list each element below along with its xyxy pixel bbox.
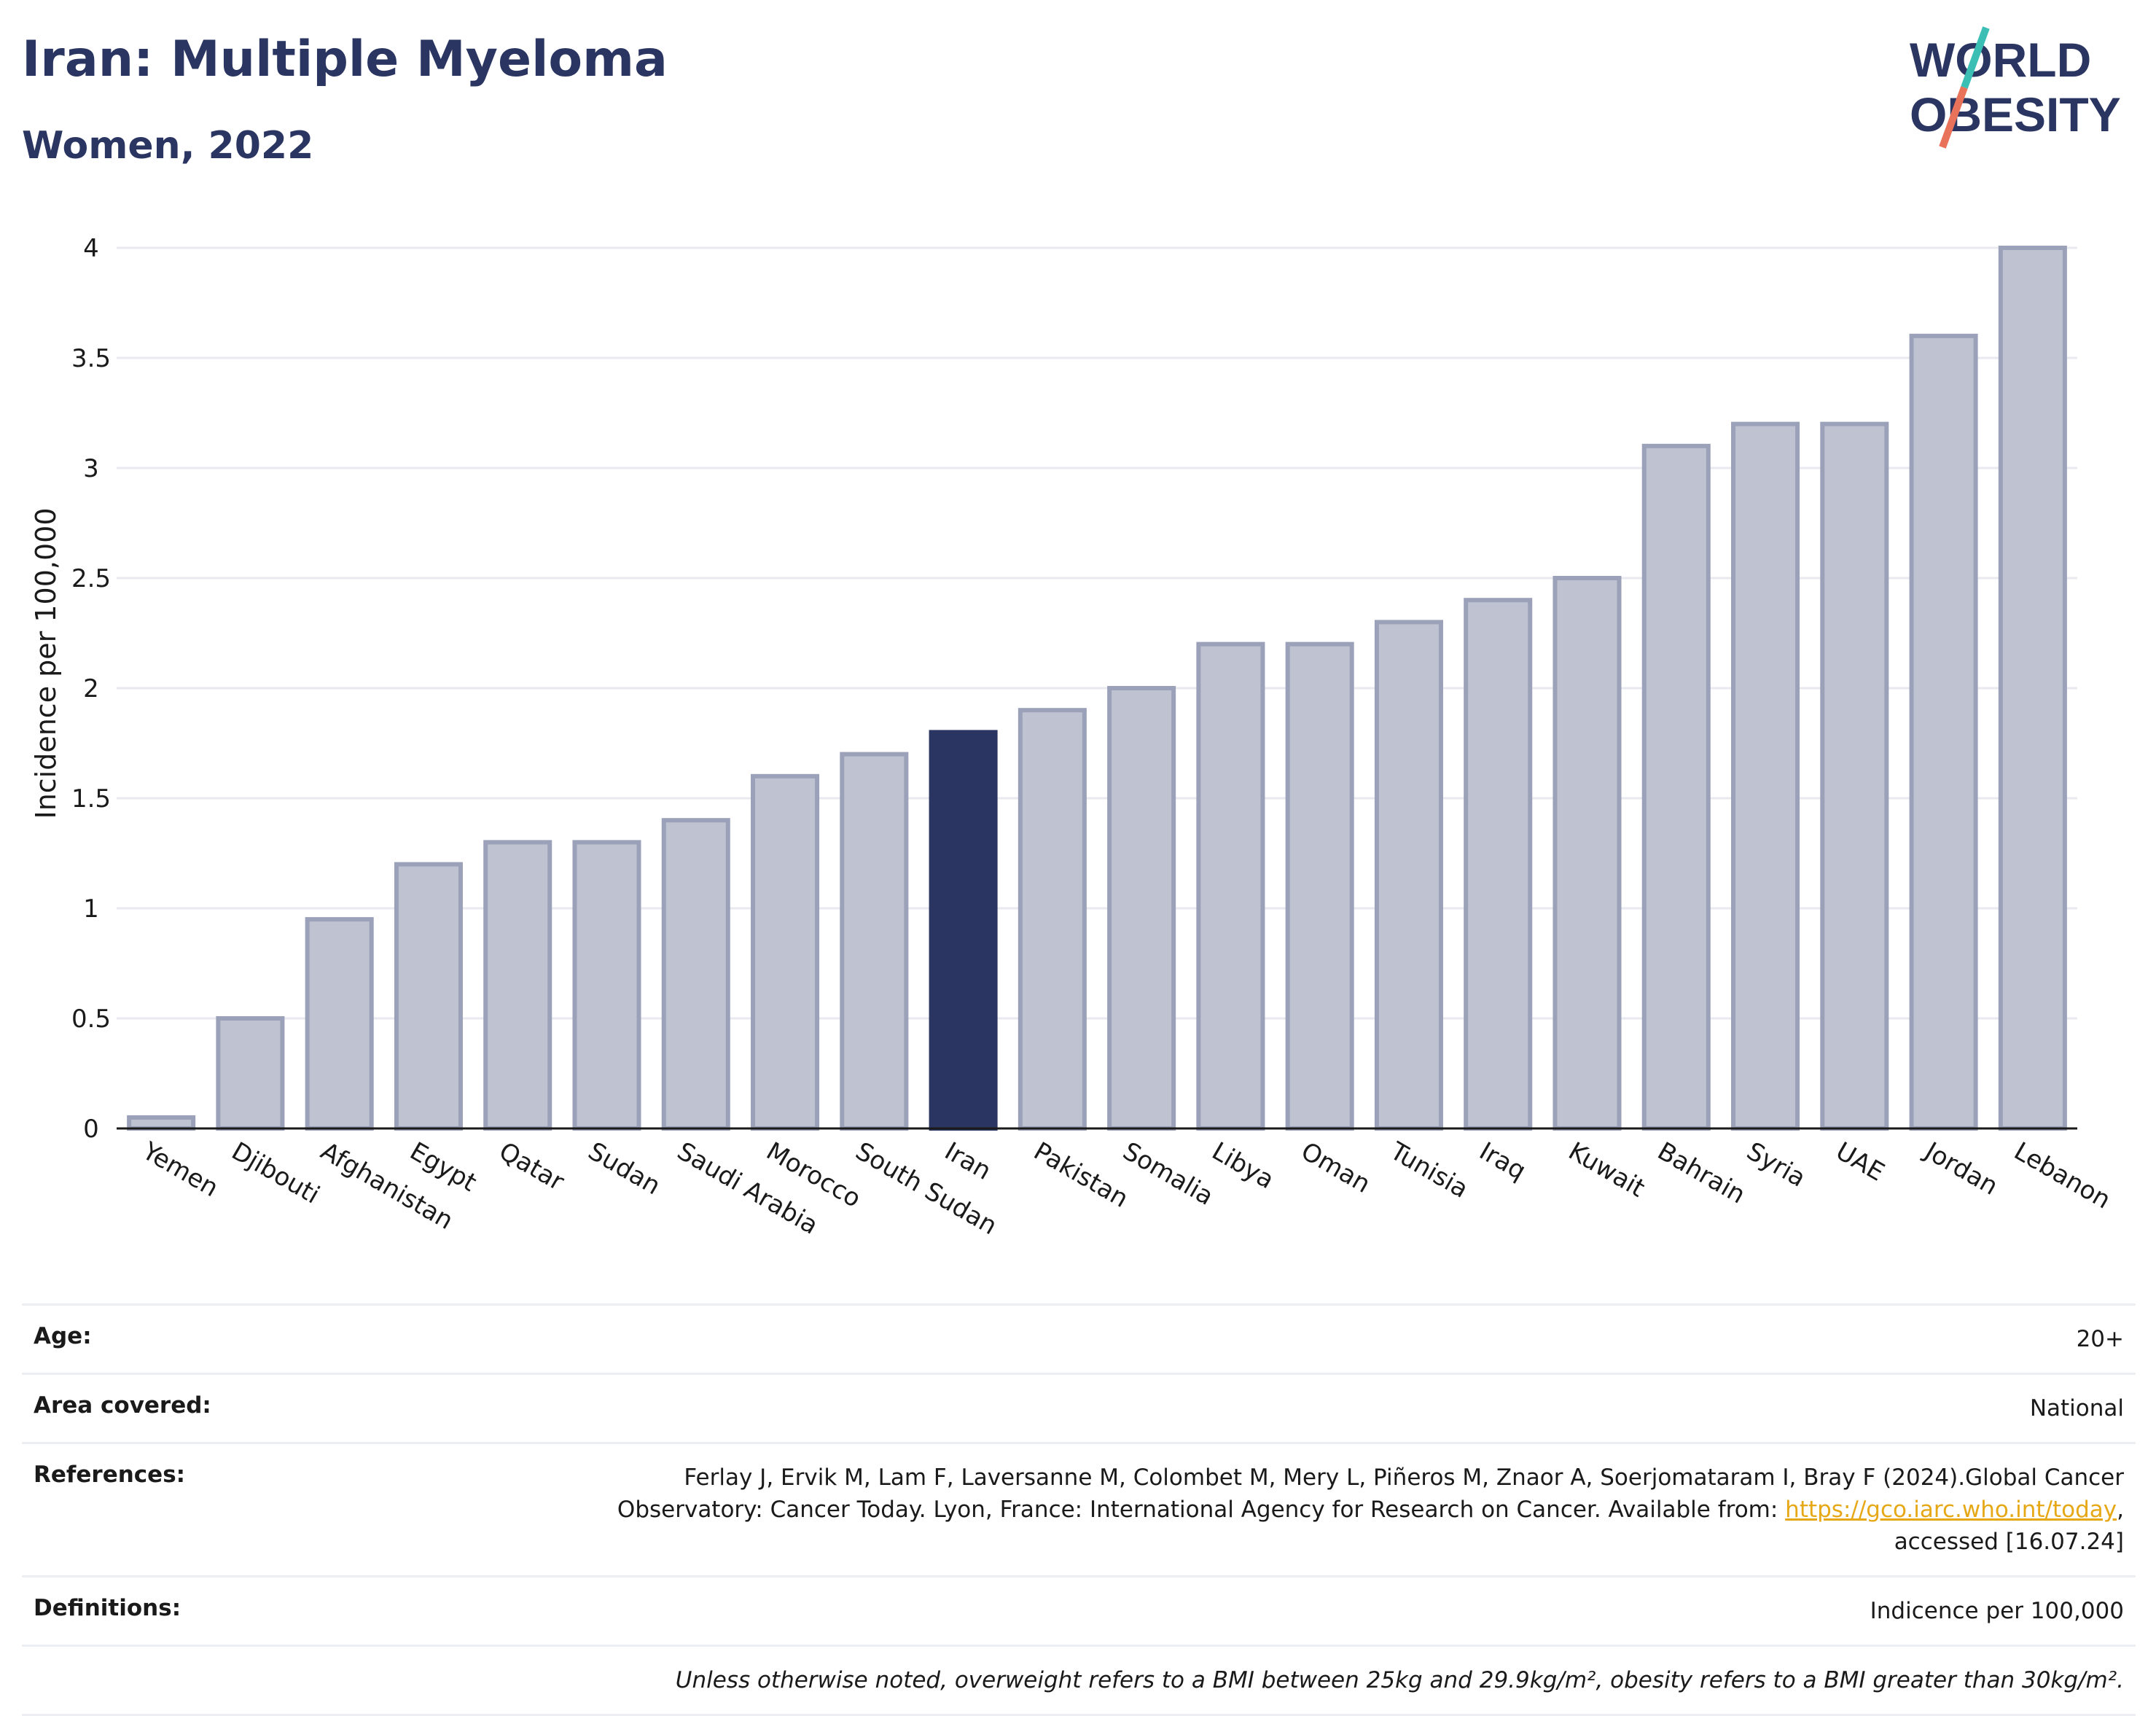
page-subtitle: Women, 2022 xyxy=(22,124,314,168)
bmi-note: Unless otherwise noted, overweight refer… xyxy=(675,1667,2124,1693)
bar-djibouti xyxy=(216,1016,285,1131)
area-value: National xyxy=(2029,1395,2124,1421)
info-table: Age: 20+ Area covered: National Referenc… xyxy=(22,1303,2136,1716)
area-label: Area covered: xyxy=(34,1392,211,1419)
age-label: Age: xyxy=(34,1323,92,1349)
x-tick-label: Djibouti xyxy=(227,1136,324,1210)
y-tick-label: 1.5 xyxy=(71,784,111,814)
references-link[interactable]: https://gco.iarc.who.int/today xyxy=(1785,1497,2117,1523)
x-tick-label: Tunisia xyxy=(1385,1136,1473,1204)
x-tick-label: Jordan xyxy=(1918,1136,2002,1201)
bars xyxy=(127,246,2067,1131)
bar-lebanon xyxy=(1998,246,2067,1131)
bar-yemen xyxy=(127,1115,196,1131)
info-row-area: Area covered: National xyxy=(22,1373,2136,1442)
bar-iran xyxy=(929,730,998,1131)
y-axis-label: Incidence per 100,000 xyxy=(30,507,62,819)
bar-chart: 0 0.5 1 1.5 2 2.5 3 3.5 4 Yemen DjiboutiAfghanist… xyxy=(30,234,2116,1241)
x-tick-label: Kuwait xyxy=(1563,1136,1649,1203)
page-title: Iran: Multiple Myeloma xyxy=(22,31,668,88)
info-row-age: Age: 20+ xyxy=(22,1303,2136,1373)
x-tick-label: Sudan xyxy=(583,1136,665,1201)
x-tick-label: Qatar xyxy=(494,1136,569,1197)
x-tick-label: Somalia xyxy=(1118,1136,1219,1212)
bar-bahrain xyxy=(1641,443,1711,1131)
y-tick-label: 2.5 xyxy=(71,564,111,593)
info-row-references: References: Ferlay J, Ervik M, Lam F, La… xyxy=(22,1442,2136,1575)
y-tick-label: 0 xyxy=(83,1115,99,1144)
y-tick-label: 3.5 xyxy=(71,344,111,373)
bar-afghanistan xyxy=(305,917,374,1131)
x-tick-label: Iraq xyxy=(1475,1136,1531,1186)
references-comma: , xyxy=(2117,1497,2124,1523)
y-tick-label: 1 xyxy=(83,894,99,924)
bar-saudi-arabia xyxy=(661,818,730,1131)
info-row-definitions: Definitions: Indicence per 100,000 xyxy=(22,1575,2136,1645)
bar-iraq xyxy=(1464,598,1533,1131)
x-tick-label: Lebanon xyxy=(2009,1136,2115,1214)
bar-tunisia xyxy=(1374,620,1443,1131)
world-obesity-logo: WORLD OBESITY xyxy=(1910,26,2121,149)
info-row-note: Unless otherwise noted, overweight refer… xyxy=(22,1645,2136,1716)
y-axis-ticks: 0 0.5 1 1.5 2 2.5 3 3.5 4 xyxy=(71,234,111,1144)
bar-qatar xyxy=(483,840,552,1131)
logo-slash-teal xyxy=(1961,26,1990,89)
bar-somalia xyxy=(1107,686,1176,1131)
x-tick-label: Oman xyxy=(1296,1136,1375,1199)
references-label: References: xyxy=(34,1462,186,1488)
bar-south-sudan xyxy=(840,752,909,1131)
y-tick-label: 0.5 xyxy=(71,1005,111,1034)
references-line3: accessed [16.07.24] xyxy=(1894,1529,2124,1555)
x-tick-label: Syria xyxy=(1742,1136,1811,1193)
y-tick-label: 4 xyxy=(83,234,99,263)
logo-slash-coral xyxy=(1939,86,1968,149)
y-tick-label: 3 xyxy=(83,454,99,483)
references-value: Ferlay J, Ervik M, Lam F, Laversanne M, … xyxy=(617,1462,2124,1558)
bar-egypt xyxy=(394,862,463,1131)
references-line1: Ferlay J, Ervik M, Lam F, Laversanne M, … xyxy=(684,1465,2124,1491)
x-tick-label: Pakistan xyxy=(1028,1136,1133,1214)
age-value: 20+ xyxy=(2076,1326,2124,1352)
bar-jordan xyxy=(1909,333,1978,1131)
bar-libya xyxy=(1196,641,1265,1131)
references-line2: Observatory: Cancer Today. Lyon, France:… xyxy=(617,1497,1786,1523)
x-tick-label: Yemen xyxy=(137,1136,224,1204)
x-tick-label: UAE xyxy=(1831,1136,1889,1187)
bar-syria xyxy=(1731,421,1800,1131)
definitions-label: Definitions: xyxy=(34,1595,181,1621)
x-tick-label: Bahrain xyxy=(1652,1136,1750,1209)
bar-sudan xyxy=(572,840,641,1131)
x-tick-label: Iran xyxy=(940,1136,996,1186)
bar-morocco xyxy=(751,773,820,1131)
definitions-value: Indicence per 100,000 xyxy=(1870,1598,2124,1624)
bar-pakistan xyxy=(1018,708,1087,1131)
bar-kuwait xyxy=(1552,576,1622,1131)
bar-uae xyxy=(1820,421,1889,1131)
bar-oman xyxy=(1285,641,1354,1131)
logo-text-world: WORLD xyxy=(1910,33,2091,87)
y-tick-label: 2 xyxy=(83,674,99,703)
